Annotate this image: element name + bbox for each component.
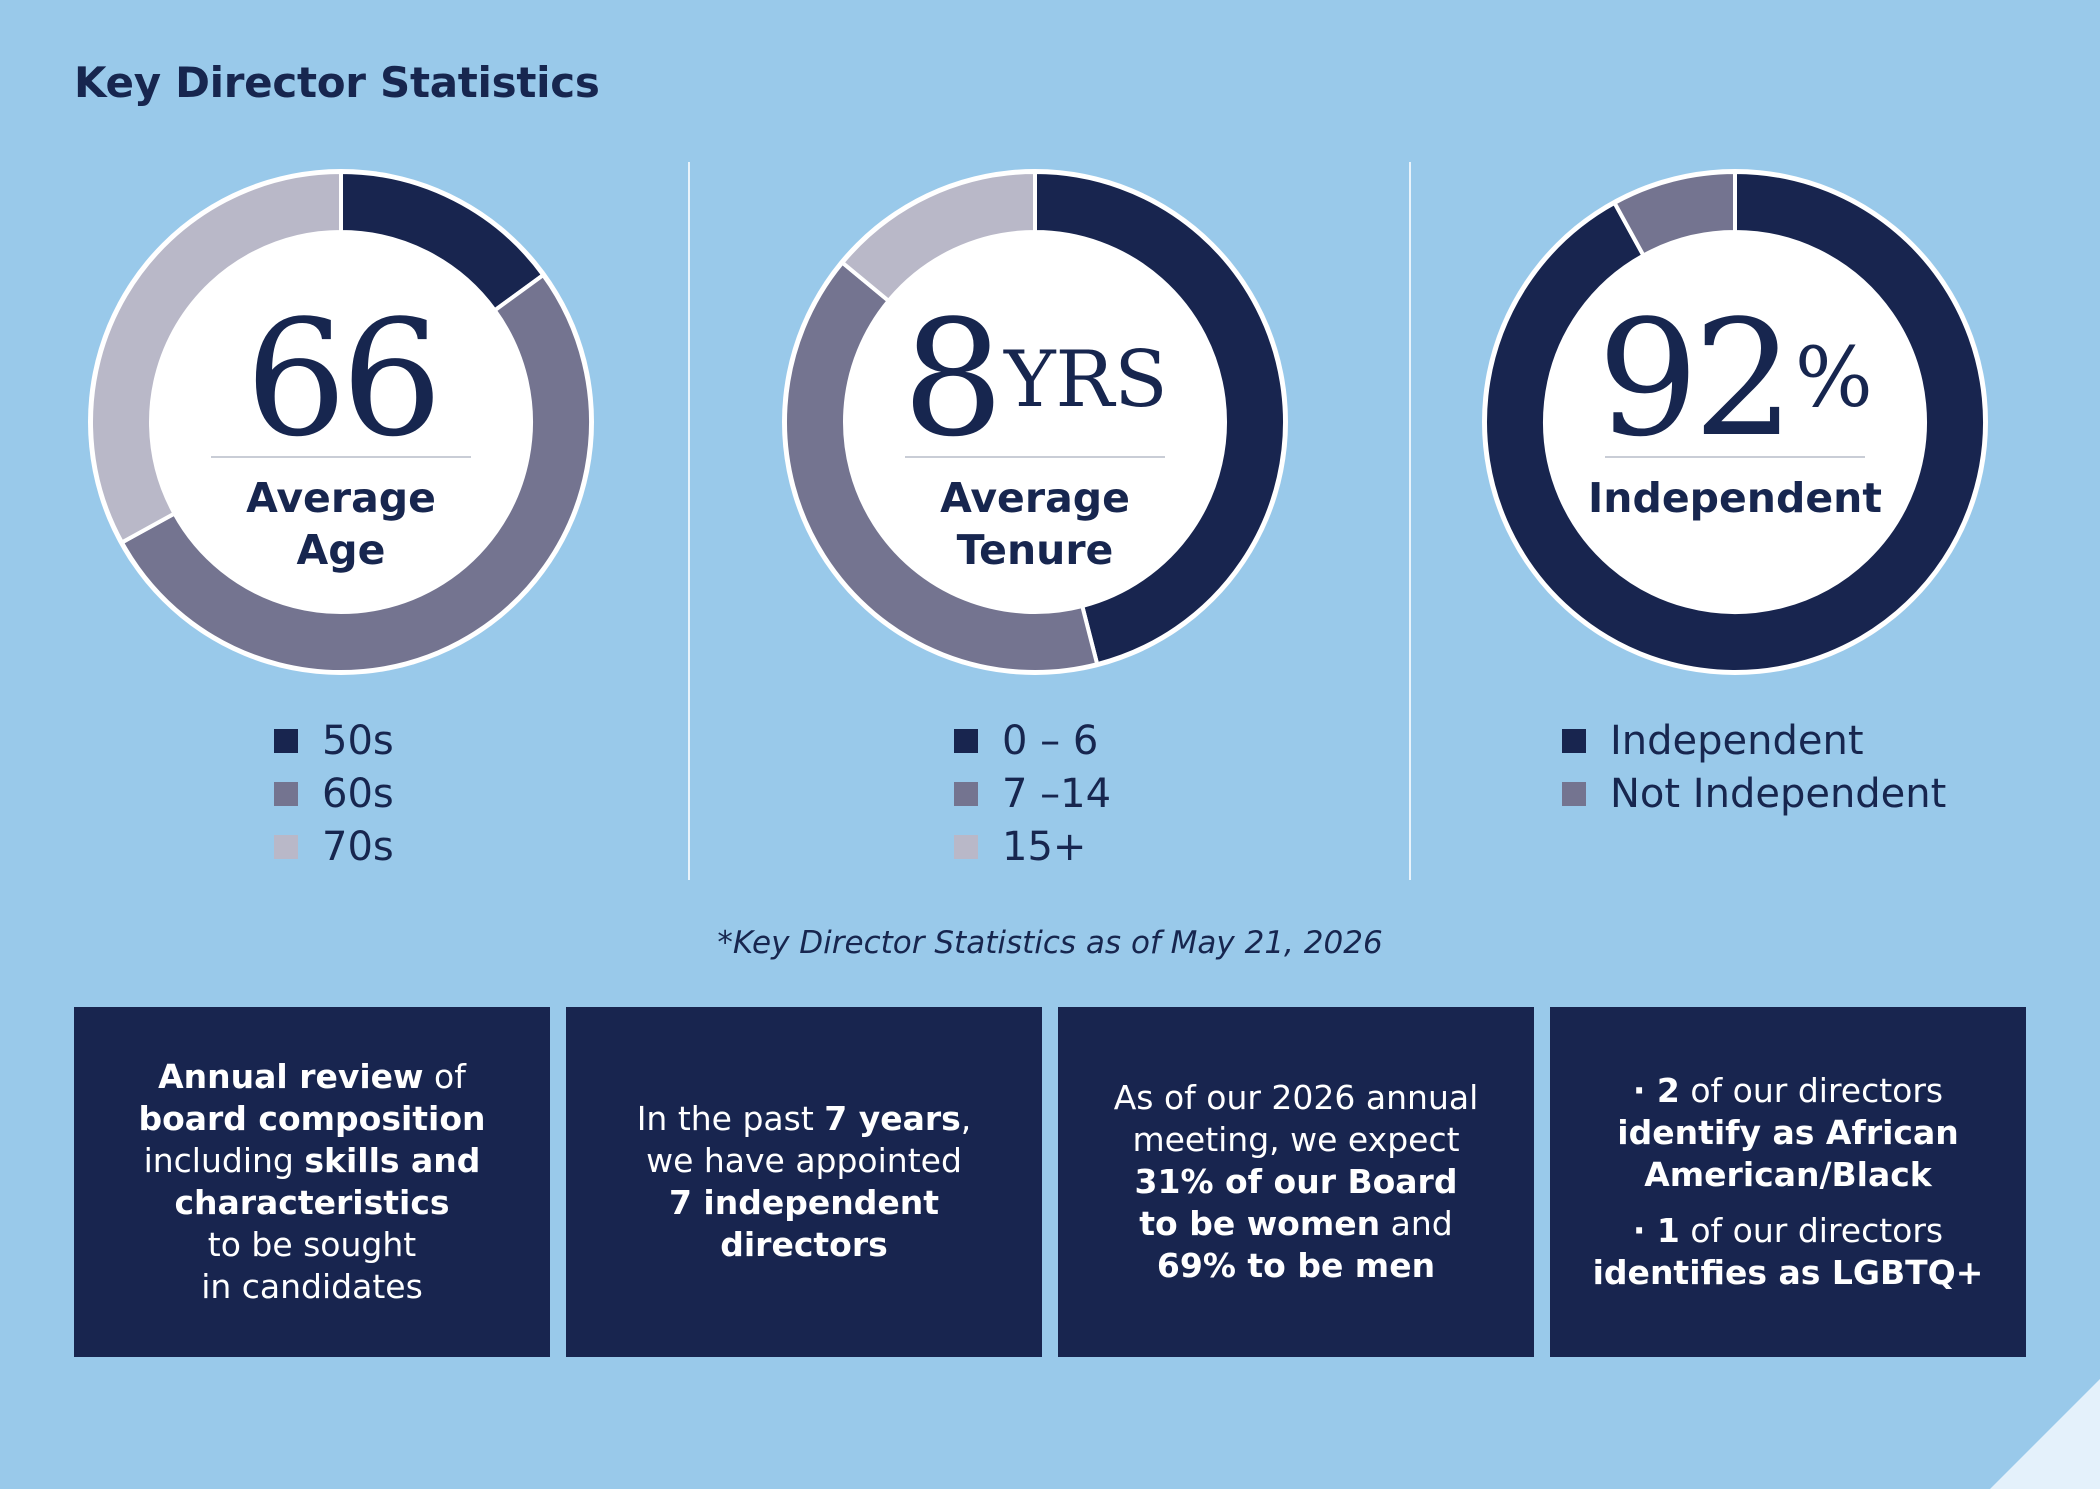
center-value: 66: [245, 285, 437, 472]
box-text-bold: Annual review: [158, 1057, 424, 1096]
center-label: Average Tenure: [870, 472, 1200, 576]
center-label: Average Age: [176, 472, 506, 576]
box-text-bold: skills and: [304, 1141, 481, 1180]
center-label-line: Independent: [1588, 474, 1882, 522]
center-value: 92%: [1597, 285, 1873, 472]
center-value: 8YRS: [902, 285, 1167, 472]
donut-center: [151, 232, 531, 612]
box-text-bold: to be women: [1139, 1204, 1381, 1243]
legend-item: 50s: [274, 714, 394, 767]
box-text-bold: board composition: [138, 1099, 486, 1138]
legend-label: 70s: [322, 823, 394, 870]
box-text: and: [1380, 1204, 1453, 1243]
box-text-bold: 69% to be men: [1156, 1246, 1436, 1285]
box-text-bold: · 1: [1632, 1211, 1680, 1250]
legend-item: 15+: [954, 820, 1111, 873]
donut-center: [845, 232, 1225, 612]
box-text: meeting, we expect: [1132, 1120, 1460, 1159]
footnote: *Key Director Statistics as of May 21, 2…: [717, 925, 1383, 961]
box-text: in candidates: [201, 1267, 423, 1306]
box-text-bold: 7 years: [824, 1099, 961, 1138]
legend-label: 15+: [1002, 823, 1087, 870]
legend-swatch: [274, 834, 298, 859]
column-divider: [688, 162, 690, 880]
legend-swatch: [1562, 728, 1586, 753]
legend-swatch: [954, 728, 978, 753]
legend-label: 60s: [322, 770, 394, 817]
legend-item: 60s: [274, 767, 394, 820]
box-text: of our directors: [1679, 1211, 1944, 1250]
column-divider: [1409, 162, 1411, 880]
box-text: As of our 2026 annual: [1113, 1078, 1479, 1117]
info-box-appointments: In the past 7 years, we have appointed 7 i…: [566, 1007, 1042, 1357]
legend: 0 – 6 7 –14 15+: [954, 714, 1111, 873]
center-label-line: Average: [246, 474, 436, 522]
center-label: Independent: [1570, 472, 1900, 524]
legend-item: 7 –14: [954, 767, 1111, 820]
legend-swatch: [274, 781, 298, 806]
box-text-bold: identifies as LGBTQ+: [1592, 1253, 1984, 1292]
legend-label: 7 –14: [1002, 770, 1112, 817]
legend-item: Not Independent: [1562, 767, 1946, 820]
box-paragraph: As of our 2026 annual meeting, we expect 3…: [1114, 1077, 1479, 1287]
info-box-board-review: Annual review of board composition includi…: [74, 1007, 550, 1357]
box-text-bold: American/Black: [1644, 1155, 1932, 1194]
box-text-bold: directors: [720, 1225, 888, 1264]
box-paragraph: · 2 of our directors identify as African A…: [1617, 1070, 1958, 1196]
center-label-line: Tenure: [956, 526, 1114, 574]
legend-swatch: [274, 728, 298, 753]
box-text-bold: characteristics: [174, 1183, 450, 1222]
box-text: In the past: [636, 1099, 825, 1138]
legend-swatch: [1562, 781, 1586, 806]
legend: Independent Not Independent: [1562, 714, 1946, 820]
legend-label: 0 – 6: [1002, 717, 1099, 764]
box-paragraph: Annual review of board composition includi…: [138, 1056, 485, 1308]
donut-center: [1545, 232, 1925, 612]
box-paragraph: In the past 7 years, we have appointed 7 i…: [637, 1098, 972, 1266]
legend: 50s 60s 70s: [274, 714, 394, 873]
box-text: of our directors: [1679, 1071, 1944, 1110]
box-text: of: [423, 1057, 466, 1096]
legend-label: Not Independent: [1610, 770, 1947, 817]
box-text-bold: 7 independent: [668, 1183, 939, 1222]
legend-item: Independent: [1562, 714, 1946, 767]
legend-swatch: [954, 834, 978, 859]
legend-item: 0 – 6: [954, 714, 1111, 767]
box-text: to be sought: [207, 1225, 417, 1264]
info-box-diversity: · 2 of our directors identify as African A…: [1550, 1007, 2026, 1357]
box-text: including: [143, 1141, 305, 1180]
legend-swatch: [954, 781, 978, 806]
page-title: Key Director Statistics: [74, 58, 600, 107]
box-text-bold: 31% of our Board: [1134, 1162, 1458, 1201]
info-box-gender-composition: As of our 2026 annual meeting, we expect 3…: [1058, 1007, 1534, 1357]
box-paragraph: · 1 of our directors identifies as LGBTQ+: [1593, 1210, 1984, 1294]
donut-charts: 66 8YRS 92%: [88, 169, 1988, 675]
center-label-line: Average: [940, 474, 1130, 522]
box-text-bold: · 2: [1632, 1071, 1680, 1110]
center-label-line: Age: [296, 526, 386, 574]
legend-label: Independent: [1610, 717, 1864, 764]
donut-slice-7-14: [783, 260, 1100, 674]
corner-accent: [1990, 1379, 2100, 1489]
box-text: we have appointed: [646, 1141, 962, 1180]
legend-label: 50s: [322, 717, 394, 764]
legend-item: 70s: [274, 820, 394, 873]
box-text: ,: [960, 1099, 972, 1138]
box-text-bold: identify as African: [1617, 1113, 1959, 1152]
